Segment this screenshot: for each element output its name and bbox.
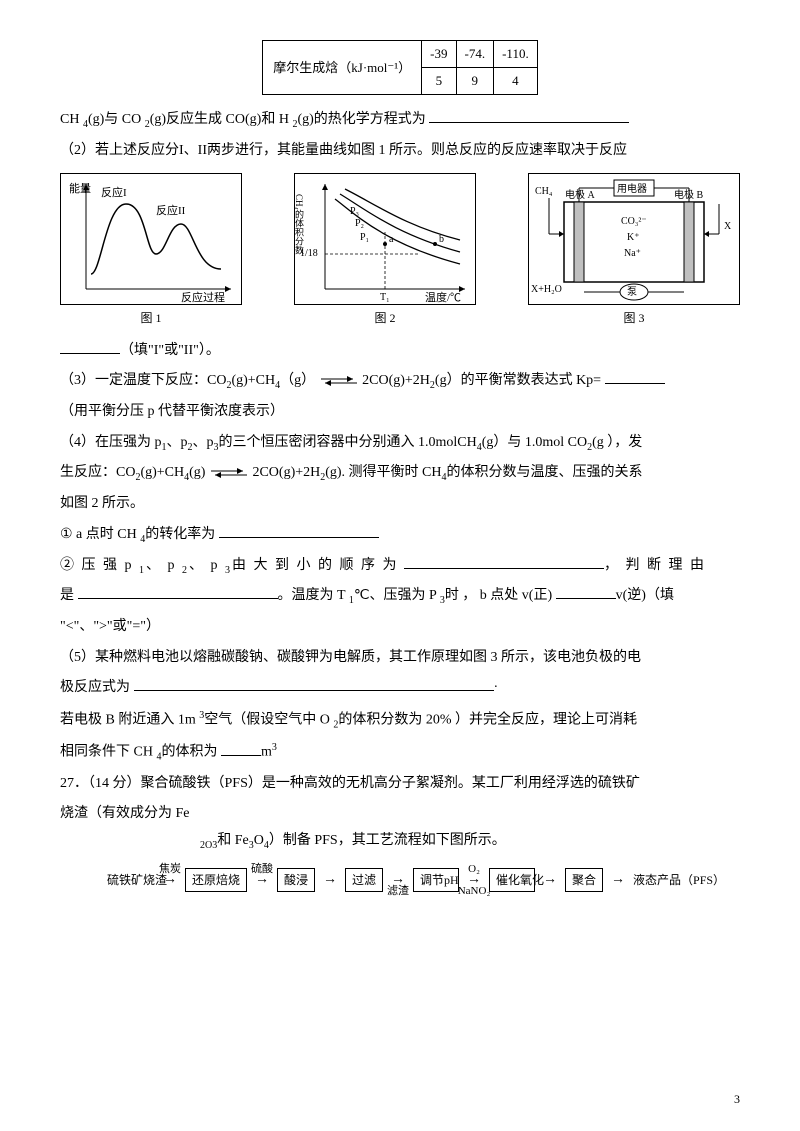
- figure-1: 能量 反应过程 反应I 反应II 图 1: [60, 173, 242, 330]
- question-text: 27．（14 分）聚合硫酸铁（PFS）是一种高效的无机高分子絮凝剂。某工厂利用经…: [60, 771, 740, 798]
- figure-3: 用电器 电极 A 电极 B CH₄ CO₃²⁻ K⁺ Na⁺: [528, 173, 740, 330]
- figure-caption: 图 2: [294, 307, 476, 330]
- table-cell: 9: [456, 68, 494, 95]
- label: a: [389, 234, 394, 245]
- y-axis-label: 能量: [69, 181, 91, 195]
- question-text: （4）在压强为 p1、p2、p3的三个恒压密闭容器中分别通入 1.0molCH4…: [60, 430, 740, 457]
- figure-row: 能量 反应过程 反应I 反应II 图 1: [60, 173, 740, 330]
- answer-blank: [78, 584, 278, 599]
- label: X: [724, 221, 732, 232]
- question-text: ① a 点时 CH 4的转化率为: [60, 522, 740, 549]
- label: 反应II: [156, 203, 186, 217]
- label: X+H₂O: [531, 284, 562, 295]
- table-cell: -39: [422, 41, 456, 68]
- question-text: （填"I"或"II"）。: [60, 338, 740, 365]
- question-text: 是 。温度为 T 1℃、压强为 P 3时 ， b 点处 v(正) v(逆)（填: [60, 583, 740, 610]
- label: 泵: [627, 286, 637, 298]
- arrow-icon: 硫酸: [251, 867, 273, 894]
- question-text: ② 压 强 p 1、 p 2、 p 3由 大 到 小 的 顺 序 为 ， 判 断…: [60, 553, 740, 580]
- flow-node: 酸浸: [277, 868, 315, 892]
- answer-blank: [605, 369, 665, 384]
- label: 反应I: [101, 185, 127, 199]
- flow-input: 硫铁矿烧渣: [107, 869, 155, 892]
- arrow-icon: 滤渣: [387, 867, 409, 894]
- table-cell: -74.: [456, 41, 494, 68]
- answer-blank: [556, 584, 616, 599]
- flow-node: 还原焙烧: [185, 868, 247, 892]
- enthalpy-table: 摩尔生成焓（kJ·mol⁻¹） -39 -74. -110. 5 9 4: [262, 40, 537, 95]
- question-text: 若电极 B 附近通入 1m 3空气（假设空气中 O 2的体积分数为 20% ）并…: [60, 706, 740, 734]
- answer-blank: [429, 108, 629, 123]
- label: P₁: [360, 232, 369, 243]
- x-axis-label: 反应过程: [181, 290, 225, 304]
- label: P₂: [355, 218, 364, 229]
- arrow-icon: O₂NaNO₂: [463, 867, 485, 894]
- arrow-icon: [319, 867, 341, 894]
- arrow-icon: [607, 867, 629, 894]
- label: K⁺: [627, 232, 640, 243]
- figure-2: 1/18 T₁ 温度/℃ CH₄的体积分数 P₃ P₂ P₁ a b 图 2: [294, 173, 476, 330]
- table-cell: 4: [494, 68, 538, 95]
- flow-node: 过滤: [345, 868, 383, 892]
- question-text: "<"、">"或"="）: [60, 614, 740, 641]
- question-text: （3）一定温度下反应：CO2(g)+CH4（g） 2CO(g)+2H2(g）的平…: [60, 368, 740, 395]
- answer-blank: [60, 339, 120, 354]
- flow-node: 调节pH: [413, 868, 459, 892]
- flow-node: 聚合: [565, 868, 603, 892]
- answer-blank: [221, 741, 261, 756]
- answer-blank: [404, 554, 604, 569]
- table-cell: -110.: [494, 41, 538, 68]
- flow-node: 催化氧化: [489, 868, 535, 892]
- page-number: 3: [734, 1088, 740, 1111]
- question-text: （2）若上述反应分I、II两步进行，其能量曲线如图 1 所示。则总反应的反应速率…: [60, 138, 740, 165]
- label: 电极 B: [674, 188, 704, 201]
- label: Na⁺: [624, 248, 641, 259]
- table-cell: 5: [422, 68, 456, 95]
- question-text: （用平衡分压 p 代替平衡浓度表示）: [60, 399, 740, 426]
- x-axis-label: 温度/℃: [425, 290, 461, 304]
- figure-caption: 图 3: [528, 307, 740, 330]
- label: b: [439, 234, 444, 245]
- question-text: CH 4(g)与 CO 2(g)反应生成 CO(g)和 H 2(g)的热化学方程…: [60, 107, 740, 134]
- question-text: 极反应式为 ·: [60, 675, 740, 702]
- question-text: 如图 2 所示。: [60, 491, 740, 518]
- arrow-icon: 焦炭: [159, 867, 181, 894]
- question-text: 生反应：CO2(g)+CH4(g) 2CO(g)+2H2(g). 测得平衡时 C…: [60, 460, 740, 487]
- label: CO₃²⁻: [621, 216, 647, 227]
- label: T₁: [380, 292, 390, 303]
- label: 用电器: [617, 182, 647, 195]
- table-header: 摩尔生成焓（kJ·mol⁻¹）: [263, 41, 422, 95]
- label: 电极 A: [565, 188, 596, 201]
- answer-blank: [219, 523, 379, 538]
- question-text: （5）某种燃料电池以熔融碳酸钠、碳酸钾为电解质，其工作原理如图 3 所示，该电池…: [60, 645, 740, 672]
- label: P₃: [350, 206, 359, 217]
- figure-caption: 图 1: [60, 307, 242, 330]
- arrow-icon: [539, 867, 561, 894]
- answer-blank: [134, 676, 494, 691]
- process-flow-diagram: 硫铁矿烧渣 焦炭 还原焙烧 硫酸 酸浸 过滤 滤渣 调节pH O₂NaNO₂ 催…: [60, 867, 740, 894]
- flow-output: 液态产品（PFS）: [633, 869, 693, 892]
- question-text: 烧渣（有效成分为 Fe 2O3和 Fe3O4）制备 PFS，其工艺流程如下图所示…: [60, 801, 740, 854]
- question-text: 相同条件下 CH 4的体积为 m3: [60, 738, 740, 766]
- label: CH₄: [535, 186, 553, 197]
- y-axis-label: CH₄的体积分数: [295, 194, 304, 256]
